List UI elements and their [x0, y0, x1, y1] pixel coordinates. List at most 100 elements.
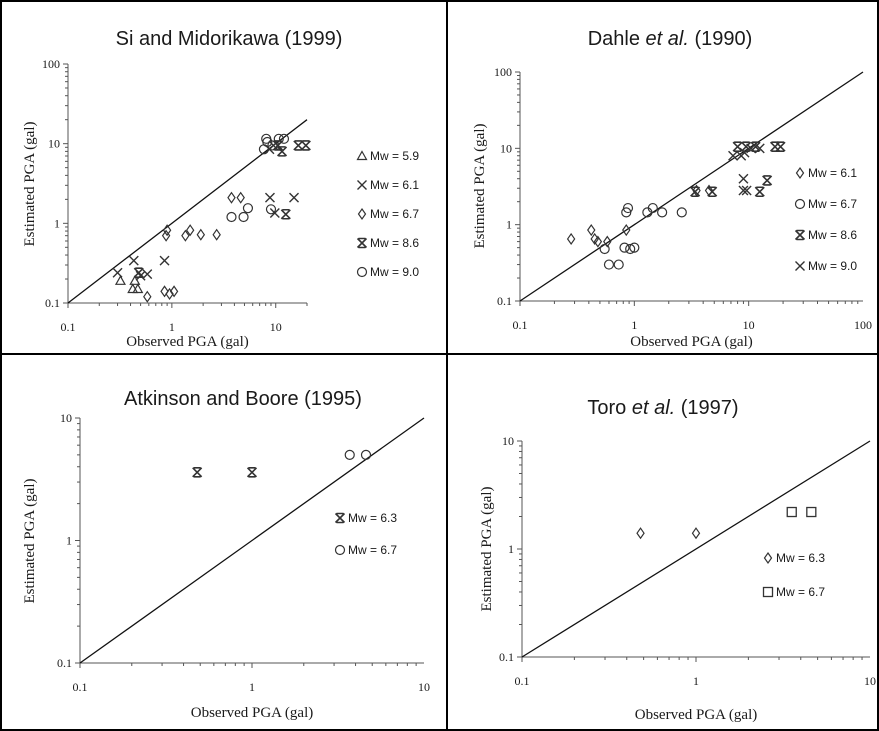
data-point-asterisk [769, 141, 781, 153]
data-point-diamond [566, 232, 576, 245]
chart-title: Dahle et al. (1990) [588, 28, 753, 50]
legend-label: Mw = 5.9 [370, 149, 419, 163]
x-tick-label: 0.1 [515, 674, 530, 688]
data-point-x [738, 173, 749, 184]
data-point-diamond [181, 229, 190, 242]
data-point-asterisk [293, 140, 304, 151]
data-point-diamond [587, 224, 596, 237]
x-tick-label: 10 [418, 680, 430, 694]
series-diamond [143, 191, 245, 303]
data-point-diamond [593, 235, 603, 248]
data-point-diamond [603, 235, 612, 248]
x-tick-label: 0.1 [73, 680, 88, 694]
data-point-diamond [212, 228, 221, 241]
chart-title: Toro et al. (1997) [587, 397, 738, 419]
data-point-circle [613, 259, 624, 270]
series-diamond [566, 184, 714, 248]
data-point-asterisk [133, 267, 144, 279]
data-point-x [739, 147, 750, 158]
legend-marker-circle [794, 198, 806, 210]
legend-label: Mw = 6.3 [348, 511, 397, 525]
x-tick-label: 100 [854, 318, 872, 332]
legend-marker-square [762, 586, 774, 598]
data-point-x [741, 185, 752, 196]
data-point-circle [278, 133, 290, 144]
data-point-circle [226, 211, 237, 223]
data-point-diamond [185, 224, 195, 237]
chart-title-part: Toro [587, 397, 631, 419]
data-point-circle [621, 207, 632, 218]
data-point-x [112, 267, 123, 278]
data-point-circle [344, 449, 355, 460]
reference-line-1to1 [79, 417, 425, 664]
y-tick-label: 10 [502, 434, 514, 448]
reference-line-1to1 [521, 440, 871, 658]
y-tick-label: 10 [48, 137, 60, 151]
legend-label: Mw = 6.7 [776, 585, 825, 599]
x-tick-label: 1 [169, 320, 175, 334]
data-point-circle [647, 202, 658, 214]
legend-marker-asterisk [794, 229, 806, 241]
data-point-circle [242, 203, 254, 214]
data-point-x [754, 143, 765, 154]
data-point-asterisk [707, 186, 718, 198]
data-point-asterisk [272, 140, 283, 151]
chart-panel-3: Atkinson and Boore (1995) 0.1 1 10 0.1 1 10 Obs… [22, 388, 430, 721]
data-point-diamond [622, 224, 631, 237]
data-point-asterisk [775, 141, 786, 153]
legend-marker-circle [356, 266, 368, 278]
data-point-asterisk [754, 186, 765, 198]
legend-label: Mw = 6.7 [370, 207, 419, 221]
reference-line-1to1 [67, 119, 308, 304]
chart-title-part: (1990) [689, 28, 752, 50]
legend-label: Mw = 6.7 [348, 543, 397, 557]
data-point-diamond [236, 191, 245, 204]
x-axis-label: Observed PGA (gal) [630, 334, 752, 350]
legend-label: Mw = 6.1 [808, 166, 857, 180]
y-tick-label: 1 [508, 542, 514, 556]
data-point-x [746, 143, 757, 154]
legend-marker-circle [334, 544, 346, 556]
chart-title-italic-part: et al. [646, 28, 689, 50]
chart-title: Atkinson and Boore (1995) [124, 388, 362, 410]
data-point-asterisk [280, 208, 291, 220]
data-point-diamond [160, 285, 169, 298]
data-point-circle [360, 449, 372, 460]
data-point-circle [657, 207, 668, 218]
data-point-x [728, 150, 739, 161]
x-axis-label: Observed PGA (gal) [635, 707, 757, 723]
data-point-square [786, 506, 797, 518]
legend-label: Mw = 8.6 [808, 228, 857, 242]
data-point-circle [262, 136, 273, 148]
data-point-x [289, 192, 300, 203]
x-tick-label: 1 [631, 318, 637, 332]
y-axis-label: Estimated PGA (gal) [22, 122, 38, 247]
y-tick-label: 0.1 [499, 650, 514, 664]
legend-label: Mw = 6.3 [776, 551, 825, 565]
x-tick-label: 10 [864, 674, 876, 688]
series-asterisk [690, 141, 786, 198]
series-x [112, 140, 300, 281]
legend-marker-asterisk [356, 237, 368, 249]
data-point-x [738, 185, 749, 196]
data-point-diamond [691, 527, 701, 540]
legend-marker-diamond [795, 166, 805, 180]
chart-title-italic-part: et al. [632, 397, 675, 419]
data-point-x [142, 269, 153, 280]
data-point-triangle [114, 275, 126, 285]
legend-marker-triangle [356, 150, 368, 161]
y-tick-label: 0.1 [497, 294, 512, 308]
data-point-asterisk [732, 141, 743, 153]
legend-label: Mw = 8.6 [370, 236, 419, 250]
y-tick-label: 10 [500, 141, 512, 155]
data-point-asterisk [762, 175, 773, 186]
data-point-asterisk [690, 186, 701, 198]
series-diamond [636, 527, 701, 540]
series-asterisk [133, 140, 311, 279]
data-point-circle [267, 140, 278, 151]
data-point-x [128, 255, 139, 266]
series-triangle [114, 275, 144, 294]
data-point-circle [603, 259, 615, 270]
